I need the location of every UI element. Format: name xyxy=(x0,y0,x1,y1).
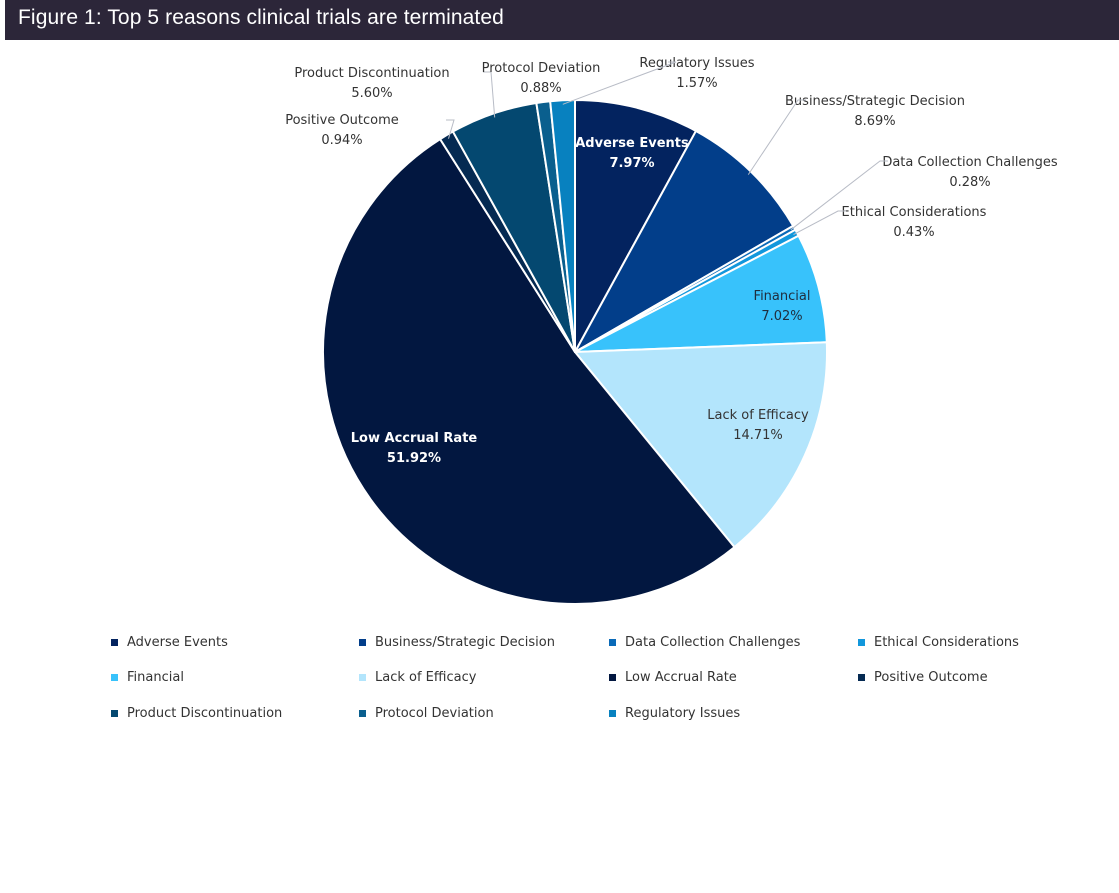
data-label-name-lack-of-efficacy: Lack of Efficacy xyxy=(707,408,809,423)
legend-label: Protocol Deviation xyxy=(375,706,494,721)
legend-item-product-discontinuation: Product Discontinuation xyxy=(111,706,282,721)
leader-line-business-strategic-decision xyxy=(747,99,806,175)
legend-swatch-icon xyxy=(111,710,118,717)
figure-header: Figure 1: Top 5 reasons clinical trials … xyxy=(5,0,1119,40)
data-label-value-adverse-events: 7.97% xyxy=(609,156,654,171)
data-label-name-adverse-events: Adverse Events xyxy=(575,136,689,151)
data-label-value-protocol-deviation: 0.88% xyxy=(520,81,561,96)
data-label-value-financial: 7.02% xyxy=(761,309,802,324)
data-label-value-data-collection-challenges: 0.28% xyxy=(949,175,990,190)
legend-item-adverse-events: Adverse Events xyxy=(111,635,228,650)
legend-swatch-icon xyxy=(359,674,366,681)
legend-swatch-icon xyxy=(858,639,865,646)
legend-item-lack-of-efficacy: Lack of Efficacy xyxy=(359,670,476,685)
legend-label: Low Accrual Rate xyxy=(625,670,737,685)
data-label-name-business-strategic-decision: Business/Strategic Decision xyxy=(785,94,965,109)
legend-swatch-icon xyxy=(609,639,616,646)
leader-line-ethical-considerations xyxy=(793,210,846,236)
data-label-value-product-discontinuation: 5.60% xyxy=(351,86,392,101)
data-label-value-lack-of-efficacy: 14.71% xyxy=(733,428,783,443)
pie-slice-lack-of-efficacy xyxy=(574,341,828,549)
legend-item-low-accrual-rate: Low Accrual Rate xyxy=(609,670,737,685)
data-label-value-ethical-considerations: 0.43% xyxy=(893,225,934,240)
leader-line-data-collection-challenges xyxy=(790,160,888,231)
legend-item-business-strategic-decision: Business/Strategic Decision xyxy=(359,635,555,650)
legend-swatch-icon xyxy=(359,639,366,646)
legend-label: Data Collection Challenges xyxy=(625,635,801,650)
legend-item-ethical-considerations: Ethical Considerations xyxy=(858,635,1019,650)
pie-slice-financial xyxy=(574,234,828,353)
legend-label: Lack of Efficacy xyxy=(375,670,477,685)
legend-label: Financial xyxy=(127,670,184,685)
legend-swatch-icon xyxy=(609,710,616,717)
legend-label: Ethical Considerations xyxy=(874,635,1019,650)
legend-item-financial: Financial xyxy=(111,670,184,685)
legend-label: Regulatory Issues xyxy=(625,706,741,721)
pie-slice-adverse-events xyxy=(574,99,697,353)
data-label-name-positive-outcome: Positive Outcome xyxy=(285,113,399,128)
legend-item-regulatory-issues: Regulatory Issues xyxy=(609,706,740,721)
legend-swatch-icon xyxy=(858,674,865,681)
data-label-name-ethical-considerations: Ethical Considerations xyxy=(842,205,987,220)
data-label-name-financial: Financial xyxy=(754,289,811,304)
figure-title: Figure 1: Top 5 reasons clinical trials … xyxy=(18,6,504,29)
legend-label: Adverse Events xyxy=(127,635,228,650)
data-label-name-product-discontinuation: Product Discontinuation xyxy=(294,66,449,81)
leader-line-product-discontinuation xyxy=(483,71,496,118)
pie-slice-business-strategic-decision xyxy=(574,129,795,353)
legend-label: Business/Strategic Decision xyxy=(375,635,555,650)
data-label-value-business-strategic-decision: 8.69% xyxy=(854,114,895,129)
data-label-name-data-collection-challenges: Data Collection Challenges xyxy=(882,155,1058,170)
data-label-name-low-accrual-rate: Low Accrual Rate xyxy=(351,431,478,446)
data-label-value-regulatory-issues: 1.57% xyxy=(676,76,717,91)
legend-item-protocol-deviation: Protocol Deviation xyxy=(359,706,494,721)
legend-swatch-icon xyxy=(111,639,118,646)
data-label-name-protocol-deviation: Protocol Deviation xyxy=(482,61,601,76)
legend-label: Positive Outcome xyxy=(874,670,988,685)
data-label-value-positive-outcome: 0.94% xyxy=(321,133,362,148)
data-label-value-low-accrual-rate: 51.92% xyxy=(387,451,441,466)
legend-swatch-icon xyxy=(359,710,366,717)
data-label-name-regulatory-issues: Regulatory Issues xyxy=(639,56,754,71)
legend-item-data-collection-challenges: Data Collection Challenges xyxy=(609,635,800,650)
legend-label: Product Discontinuation xyxy=(127,706,283,721)
leader-line-regulatory-issues xyxy=(562,61,677,105)
legend-swatch-icon xyxy=(609,674,616,681)
leader-line-positive-outcome xyxy=(446,119,455,139)
pie-slice-low-accrual-rate xyxy=(322,138,736,605)
legend-swatch-icon xyxy=(111,674,118,681)
legend-item-positive-outcome: Positive Outcome xyxy=(858,670,988,685)
